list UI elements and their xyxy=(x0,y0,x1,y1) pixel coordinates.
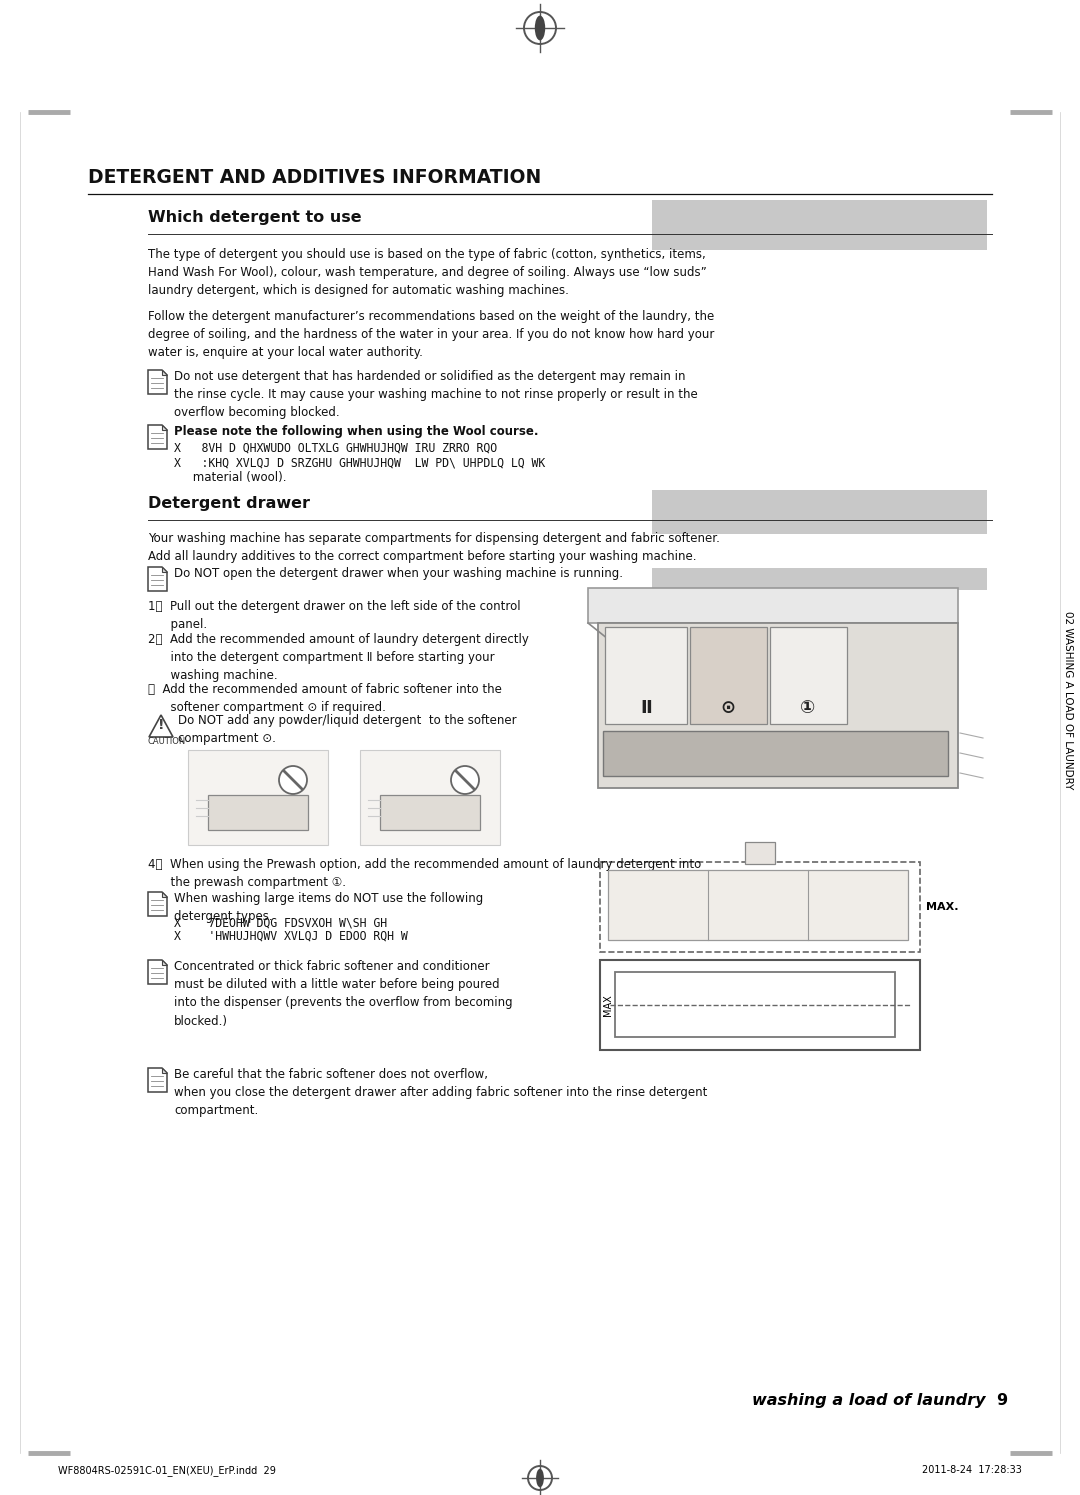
Text: MAX: MAX xyxy=(603,994,613,1017)
Text: 9: 9 xyxy=(996,1393,1008,1408)
Text: 1ⓡ  Pull out the detergent drawer on the left side of the control
      panel.: 1ⓡ Pull out the detergent drawer on the … xyxy=(148,599,521,631)
FancyBboxPatch shape xyxy=(360,750,500,845)
Polygon shape xyxy=(148,960,167,984)
Text: Ⅱ: Ⅱ xyxy=(640,700,652,718)
FancyBboxPatch shape xyxy=(652,490,987,534)
Text: Your washing machine has separate compartments for dispensing detergent and fabr: Your washing machine has separate compar… xyxy=(148,532,720,564)
Text: X    7DEOHW DQG FDSVXOH W\SH GH: X 7DEOHW DQG FDSVXOH W\SH GH xyxy=(174,916,387,928)
Text: 4ⓡ  When using the Prewash option, add the recommended amount of laundry deterge: 4ⓡ When using the Prewash option, add th… xyxy=(148,858,701,890)
Text: Do not use detergent that has hardended or solidified as the detergent may remai: Do not use detergent that has hardended … xyxy=(174,369,698,420)
FancyBboxPatch shape xyxy=(608,870,908,940)
Text: WF8804RS-02591C-01_EN(XEU)_ErP.indd  29: WF8804RS-02591C-01_EN(XEU)_ErP.indd 29 xyxy=(58,1465,275,1476)
Text: material (wool).: material (wool). xyxy=(174,471,286,484)
Text: MAX.: MAX. xyxy=(926,901,959,912)
Polygon shape xyxy=(162,425,167,431)
Text: 2011-8-24  17:28:33: 2011-8-24 17:28:33 xyxy=(922,1465,1022,1476)
Text: ①: ① xyxy=(800,700,815,718)
FancyBboxPatch shape xyxy=(588,588,958,623)
FancyBboxPatch shape xyxy=(603,731,948,776)
FancyBboxPatch shape xyxy=(615,972,895,1038)
Text: Concentrated or thick fabric softener and conditioner
must be diluted with a lit: Concentrated or thick fabric softener an… xyxy=(174,960,513,1027)
Text: DETERGENT AND ADDITIVES INFORMATION: DETERGENT AND ADDITIVES INFORMATION xyxy=(87,167,541,187)
FancyBboxPatch shape xyxy=(188,750,328,845)
FancyBboxPatch shape xyxy=(600,863,920,952)
Polygon shape xyxy=(148,1067,167,1091)
Polygon shape xyxy=(148,369,167,395)
Polygon shape xyxy=(149,715,173,737)
Polygon shape xyxy=(148,567,167,591)
Polygon shape xyxy=(162,960,167,964)
FancyBboxPatch shape xyxy=(380,795,480,830)
Text: Do NOT open the detergent drawer when your washing machine is running.: Do NOT open the detergent drawer when yo… xyxy=(174,567,623,580)
Ellipse shape xyxy=(535,15,545,40)
Ellipse shape xyxy=(536,1468,544,1488)
Text: Follow the detergent manufacturer’s recommendations based on the weight of the l: Follow the detergent manufacturer’s reco… xyxy=(148,309,714,359)
Polygon shape xyxy=(162,567,167,573)
Text: Detergent drawer: Detergent drawer xyxy=(148,496,310,511)
FancyBboxPatch shape xyxy=(600,960,920,1049)
Text: X   :KHQ XVLQJ D SRZGHU GHWHUJHQW  LW PD\ UHPDLQ LQ WK: X :KHQ XVLQJ D SRZGHU GHWHUJHQW LW PD\ U… xyxy=(174,457,545,469)
Circle shape xyxy=(451,765,480,794)
FancyBboxPatch shape xyxy=(652,200,987,250)
FancyBboxPatch shape xyxy=(598,623,958,788)
Text: 2ⓡ  Add the recommended amount of laundry detergent directly
      into the dete: 2ⓡ Add the recommended amount of laundry… xyxy=(148,632,529,682)
Text: Please note the following when using the Wool course.: Please note the following when using the… xyxy=(174,425,539,438)
FancyBboxPatch shape xyxy=(652,568,987,591)
Text: Do NOT add any powder/liquid detergent  to the softener
compartment ⊙.: Do NOT add any powder/liquid detergent t… xyxy=(178,715,516,745)
Text: When washing large items do NOT use the following
detergent types.: When washing large items do NOT use the … xyxy=(174,893,483,924)
Text: X   8VH D QHXWUDO OLTXLG GHWHUJHQW IRU ZRRO RQO: X 8VH D QHXWUDO OLTXLG GHWHUJHQW IRU ZRR… xyxy=(174,443,497,454)
Text: !: ! xyxy=(158,718,164,733)
Text: CAUTION: CAUTION xyxy=(148,737,186,746)
Circle shape xyxy=(279,765,307,794)
Text: Which detergent to use: Which detergent to use xyxy=(148,209,362,226)
Text: ⊙: ⊙ xyxy=(720,700,735,718)
Polygon shape xyxy=(162,1067,167,1073)
Text: The type of detergent you should use is based on the type of fabric (cotton, syn: The type of detergent you should use is … xyxy=(148,248,706,298)
Text: X    'HWHUJHQWV XVLQJ D EDOO RQH W: X 'HWHUJHQWV XVLQJ D EDOO RQH W xyxy=(174,930,408,943)
FancyBboxPatch shape xyxy=(690,626,767,724)
Text: ⓡ  Add the recommended amount of fabric softener into the
      softener compart: ⓡ Add the recommended amount of fabric s… xyxy=(148,683,502,715)
Polygon shape xyxy=(162,369,167,375)
Text: Be careful that the fabric softener does not overflow,
when you close the deterg: Be careful that the fabric softener does… xyxy=(174,1067,707,1117)
Text: 02 WASHING A LOAD OF LAUNDRY: 02 WASHING A LOAD OF LAUNDRY xyxy=(1063,611,1074,789)
Polygon shape xyxy=(162,893,167,897)
FancyBboxPatch shape xyxy=(605,626,687,724)
Text: washing a load of laundry: washing a load of laundry xyxy=(752,1393,986,1408)
FancyBboxPatch shape xyxy=(770,626,847,724)
Polygon shape xyxy=(148,893,167,916)
FancyBboxPatch shape xyxy=(208,795,308,830)
FancyBboxPatch shape xyxy=(745,842,775,864)
Polygon shape xyxy=(148,425,167,448)
